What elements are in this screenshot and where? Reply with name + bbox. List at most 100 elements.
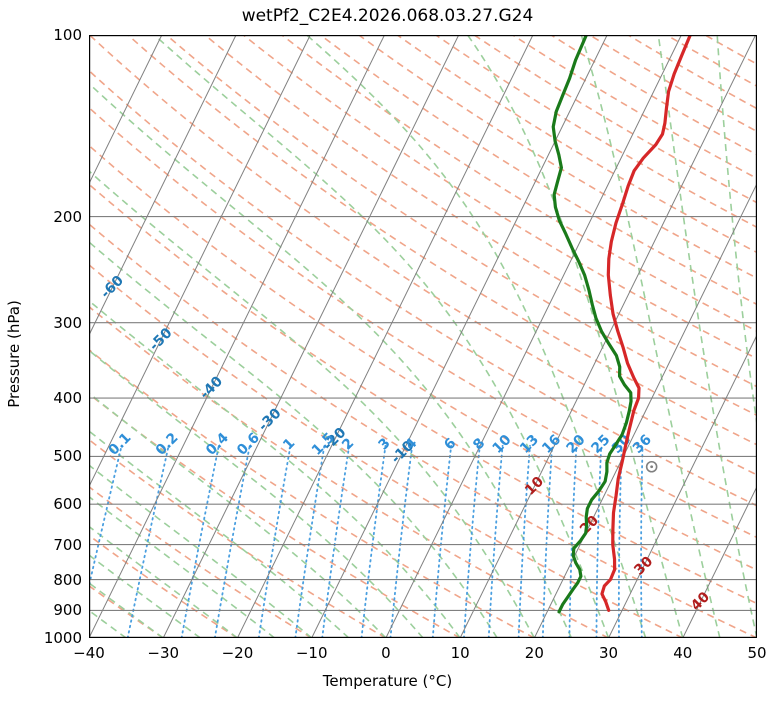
mixing-ratio-line bbox=[180, 444, 220, 638]
moist-adiabat bbox=[657, 35, 757, 638]
mixing-ratio-line bbox=[517, 444, 531, 638]
lcl-marker-group bbox=[645, 460, 658, 473]
dry-adiabat bbox=[89, 485, 313, 638]
x-tick-label: 0 bbox=[381, 644, 391, 662]
isotherm-line bbox=[89, 35, 311, 488]
moist-adiabat bbox=[89, 349, 424, 638]
isotherm-line bbox=[385, 35, 682, 638]
dry-adiabat bbox=[89, 183, 757, 605]
plot-frame bbox=[89, 35, 757, 638]
x-axis-label: Temperature (°C) bbox=[322, 672, 453, 690]
moist-adiabat bbox=[89, 464, 313, 638]
isotherm-line bbox=[236, 35, 534, 638]
y-tick-label: 200 bbox=[53, 207, 82, 226]
y-tick-label: 900 bbox=[53, 601, 82, 620]
isobars-group bbox=[89, 35, 757, 638]
moist-adiabat bbox=[466, 35, 684, 638]
dry-adiabat bbox=[396, 35, 757, 254]
y-axis-label-text: Pressure (hPa) bbox=[5, 300, 23, 408]
dry-adiabat bbox=[89, 69, 757, 507]
moist-adiabat bbox=[89, 241, 498, 638]
dry-adiabat bbox=[89, 584, 164, 638]
profile-temperature bbox=[600, 35, 692, 613]
moist-adiabat bbox=[89, 430, 350, 638]
x-tick-label: 40 bbox=[673, 644, 693, 662]
lcl-marker-dot bbox=[650, 465, 654, 469]
dry-adiabat bbox=[319, 35, 757, 306]
mixing-ratio-line bbox=[321, 444, 351, 638]
dry-adiabat bbox=[89, 263, 684, 638]
dry-adiabat bbox=[242, 35, 757, 360]
isotherm-line bbox=[682, 485, 757, 638]
y-tick-label: 600 bbox=[53, 495, 82, 514]
mixing-ratio-line bbox=[294, 444, 326, 638]
page-title: wetPf2_C2E4.2026.068.03.27.G24 bbox=[241, 6, 534, 26]
moist-adiabat bbox=[89, 170, 536, 638]
isotherm-line bbox=[459, 35, 757, 638]
x-tick-label: −40 bbox=[73, 644, 105, 662]
y-axis-label: Pressure (hPa) bbox=[2, 0, 26, 708]
x-tick-label: −30 bbox=[147, 644, 180, 662]
mixing-ratio-line bbox=[257, 444, 292, 638]
y-tick-label: 300 bbox=[53, 313, 82, 332]
mixing-ratio-line bbox=[213, 444, 251, 638]
isotherm-line bbox=[311, 35, 608, 638]
y-tick-label: 500 bbox=[53, 447, 82, 466]
lcl-marker bbox=[645, 460, 658, 473]
dry-adiabat bbox=[89, 534, 238, 638]
mixing-ratio-line bbox=[487, 444, 504, 638]
x-tick-label: 10 bbox=[450, 644, 470, 662]
dry-adiabats-group bbox=[89, 35, 757, 638]
dry-adiabat bbox=[89, 348, 535, 638]
y-tick-label: 800 bbox=[53, 570, 82, 589]
mixing-ratio-line bbox=[463, 444, 481, 638]
moist-adiabat bbox=[153, 35, 610, 638]
mixing-ratio-line bbox=[360, 444, 387, 638]
isotherm-line bbox=[89, 35, 385, 638]
y-tick-label: 700 bbox=[53, 535, 82, 554]
moist-adiabats-group bbox=[89, 35, 757, 638]
mixing-ratio-line bbox=[568, 444, 578, 638]
x-tick-label: 50 bbox=[747, 644, 767, 662]
dry-adiabat bbox=[89, 305, 609, 638]
mixing-ratio-line bbox=[126, 444, 170, 638]
mixing-ratio-line bbox=[617, 444, 623, 638]
isotherm-line bbox=[162, 35, 460, 638]
x-tick-label: −20 bbox=[221, 644, 254, 662]
dry-adiabat bbox=[89, 106, 757, 539]
moist-adiabat bbox=[89, 82, 573, 638]
dry-adiabat bbox=[127, 35, 757, 446]
dry-adiabat bbox=[89, 393, 461, 638]
profile-series-group bbox=[551, 35, 692, 614]
x-tick-label: 30 bbox=[599, 644, 619, 662]
moist-adiabat bbox=[89, 299, 461, 638]
y-tick-label: 1000 bbox=[43, 629, 82, 647]
dry-adiabat bbox=[165, 35, 757, 417]
mixing-ratio-line bbox=[541, 444, 554, 638]
profile-dew-point bbox=[551, 35, 633, 614]
x-tick-label: 20 bbox=[524, 644, 544, 662]
y-tick-label: 400 bbox=[53, 389, 82, 408]
moist-adiabat bbox=[306, 35, 647, 638]
isotherm-line bbox=[89, 35, 163, 185]
mixing-ratio-line bbox=[640, 444, 644, 638]
moist-adiabat bbox=[89, 554, 201, 638]
dry-adiabat bbox=[89, 223, 757, 638]
moist-adiabat bbox=[89, 581, 164, 638]
plot-area: -60 -50 -40 -30 -20 -10 10 20 30 40 0.1 0.2 0.4 0.6 1 1… bbox=[89, 35, 757, 638]
mixing-ratio-lines-group bbox=[89, 444, 644, 638]
dry-adiabat bbox=[627, 35, 757, 110]
plot-background bbox=[89, 35, 757, 638]
y-tick-label: 100 bbox=[53, 26, 82, 44]
isotherm-line bbox=[89, 35, 237, 337]
mixing-ratio-line bbox=[431, 444, 453, 638]
dry-adiabat bbox=[281, 35, 757, 333]
moist-adiabat bbox=[580, 35, 721, 638]
dry-adiabat bbox=[435, 35, 757, 229]
dry-adiabat bbox=[89, 144, 757, 571]
dry-adiabat bbox=[204, 35, 757, 388]
moist-adiabat bbox=[89, 392, 387, 638]
x-tick-label: −10 bbox=[295, 644, 328, 662]
